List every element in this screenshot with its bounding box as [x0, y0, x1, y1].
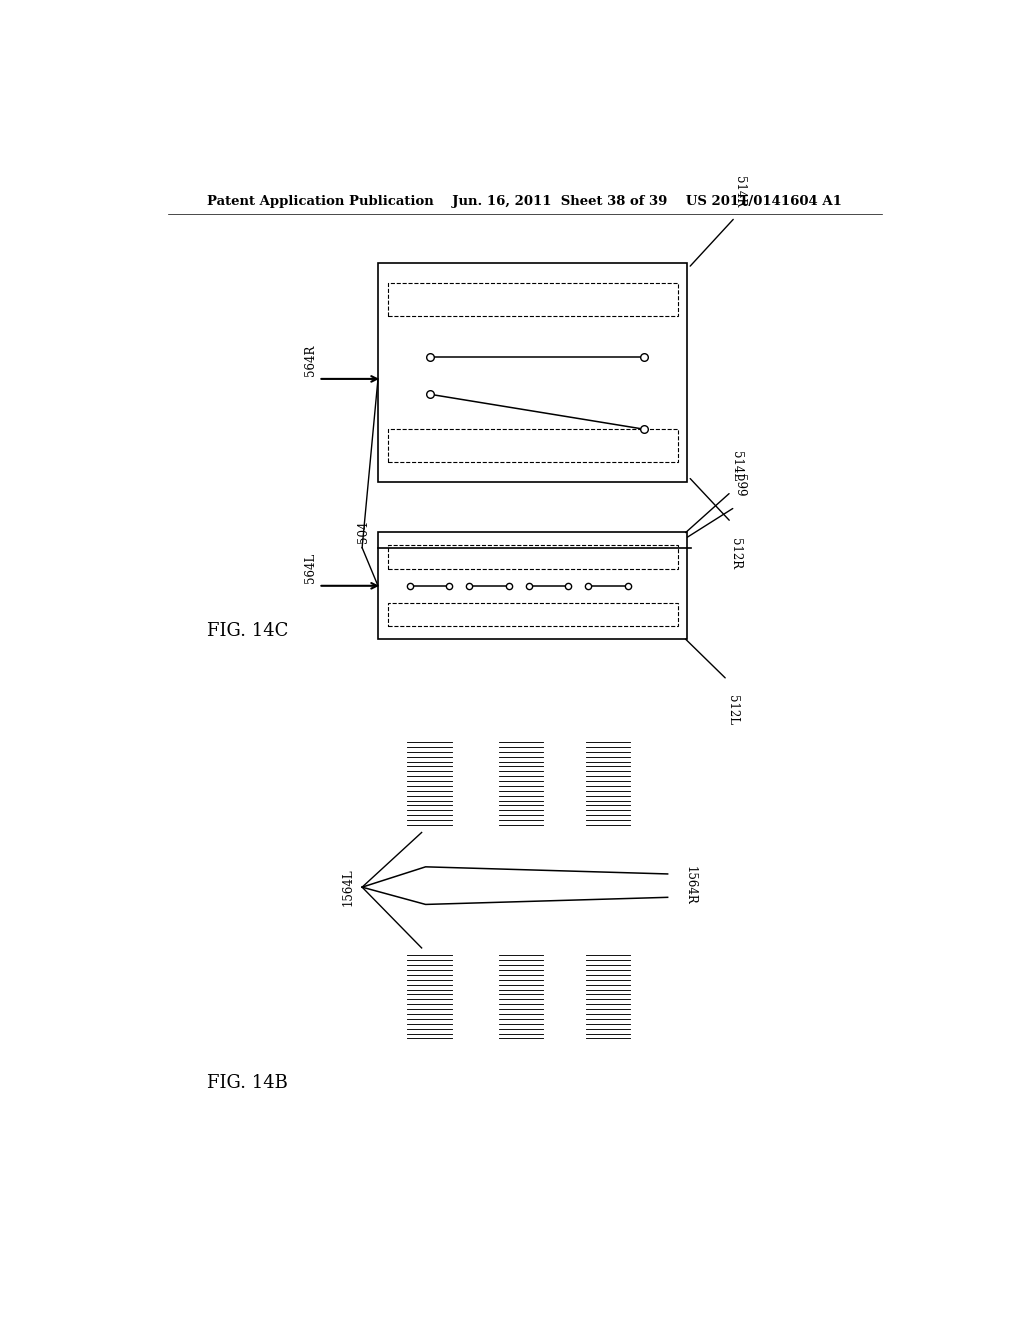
Bar: [387, 282, 678, 315]
Text: FIG. 14B: FIG. 14B: [207, 1074, 288, 1093]
Bar: [387, 545, 678, 569]
Text: Patent Application Publication    Jun. 16, 2011  Sheet 38 of 39    US 2011/01416: Patent Application Publication Jun. 16, …: [208, 194, 842, 207]
Text: 564R: 564R: [304, 345, 317, 376]
Text: FIG. 14C: FIG. 14C: [207, 622, 289, 640]
Bar: [378, 532, 687, 639]
Text: 504: 504: [357, 520, 370, 543]
Bar: [378, 263, 687, 482]
Text: 514R: 514R: [732, 176, 745, 207]
Text: 514L: 514L: [730, 451, 743, 482]
Text: 599: 599: [732, 474, 745, 496]
Text: 1564R: 1564R: [684, 866, 696, 904]
Bar: [387, 603, 678, 627]
Text: 564L: 564L: [304, 553, 317, 582]
Bar: [387, 429, 678, 462]
Text: 512R: 512R: [729, 537, 741, 569]
Text: 512L: 512L: [726, 696, 739, 725]
Text: 1564L: 1564L: [341, 869, 354, 906]
